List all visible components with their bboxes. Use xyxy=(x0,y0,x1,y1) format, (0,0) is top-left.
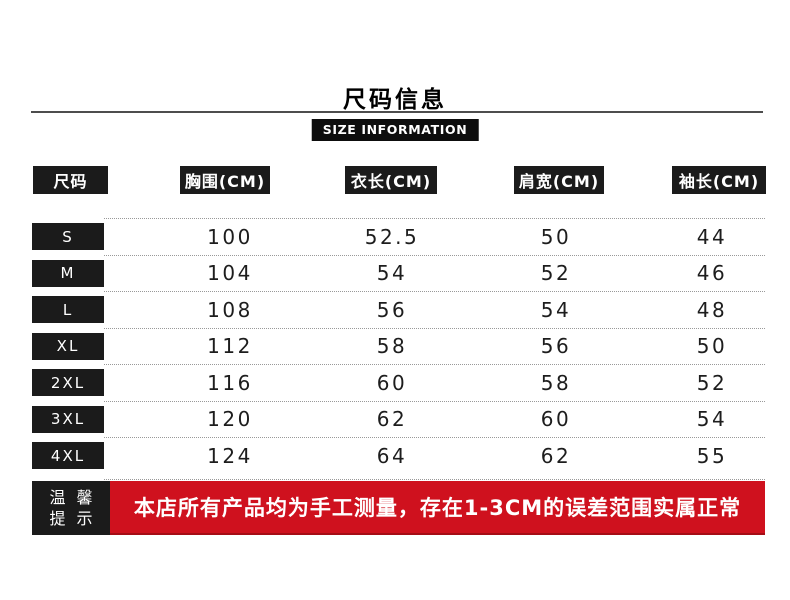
page-subtitle: SIZE INFORMATION xyxy=(311,119,479,141)
table-bottom-separator xyxy=(104,479,765,480)
chest-value: 116 xyxy=(207,370,253,395)
shoulder-value: 52 xyxy=(540,261,572,285)
chest-value: 100 xyxy=(207,224,253,249)
row-separator xyxy=(104,254,765,256)
title-divider xyxy=(31,111,763,113)
column-header-chest: 胸围(CM) xyxy=(180,166,270,194)
notice-label-line-2: 提示 xyxy=(49,509,104,528)
sleeve-value: 46 xyxy=(696,261,728,285)
sleeve-value: 55 xyxy=(696,443,728,468)
size-label: S xyxy=(32,223,104,250)
sleeve-value: 54 xyxy=(696,407,728,431)
shoulder-value: 50 xyxy=(540,224,572,249)
table-row: XL 112 58 56 50 xyxy=(0,327,790,365)
sleeve-value: 52 xyxy=(696,370,728,395)
size-label: 2XL xyxy=(32,369,104,396)
chest-value: 120 xyxy=(207,407,253,431)
row-separator xyxy=(104,437,765,438)
table-row: 3XL 120 62 60 54 xyxy=(0,400,790,438)
notice-label-line-1: 温馨 xyxy=(49,487,104,507)
table-row: 2XL 116 60 58 52 xyxy=(0,364,790,401)
chest-value: 112 xyxy=(207,334,253,358)
column-header-sleeve: 袖长(CM) xyxy=(672,166,766,194)
table-row: S 100 52.5 50 44 xyxy=(0,218,790,255)
row-separator xyxy=(104,218,765,219)
chest-value: 108 xyxy=(207,297,253,322)
length-value: 54 xyxy=(376,261,408,285)
length-value: 56 xyxy=(376,297,408,322)
table-row: M 104 54 52 46 xyxy=(0,254,790,292)
chest-value: 124 xyxy=(207,443,253,468)
row-separator xyxy=(104,364,765,365)
sleeve-value: 50 xyxy=(696,334,728,358)
sleeve-value: 44 xyxy=(696,224,728,249)
size-label: L xyxy=(32,296,104,323)
chest-value: 104 xyxy=(207,261,253,285)
notice-label: 温馨 提示 xyxy=(32,481,110,535)
column-header-shoulder: 肩宽(CM) xyxy=(514,166,604,194)
length-value: 62 xyxy=(376,407,408,431)
length-value: 60 xyxy=(376,370,408,395)
table-row: 4XL 124 64 62 55 xyxy=(0,437,790,474)
shoulder-value: 58 xyxy=(540,370,572,395)
size-label: 4XL xyxy=(32,442,104,469)
column-header-size: 尺码 xyxy=(33,166,108,194)
shoulder-value: 62 xyxy=(540,443,572,468)
shoulder-value: 56 xyxy=(540,334,572,358)
size-label: 3XL xyxy=(32,405,104,433)
notice-banner: 本店所有产品均为手工测量，存在1-3CM的误差范围实属正常 xyxy=(110,481,765,535)
shoulder-value: 54 xyxy=(540,297,572,322)
row-separator xyxy=(104,400,765,402)
size-label: XL xyxy=(32,332,104,360)
row-separator xyxy=(104,291,765,292)
row-separator xyxy=(104,327,765,329)
sleeve-value: 48 xyxy=(696,297,728,322)
length-value: 58 xyxy=(376,334,408,358)
size-label: M xyxy=(32,259,104,287)
length-value: 52.5 xyxy=(364,224,420,249)
page-title: 尺码信息 xyxy=(343,87,447,113)
column-header-length: 衣长(CM) xyxy=(345,166,437,194)
shoulder-value: 60 xyxy=(540,407,572,431)
table-row: L 108 56 54 48 xyxy=(0,291,790,328)
length-value: 64 xyxy=(376,443,408,468)
